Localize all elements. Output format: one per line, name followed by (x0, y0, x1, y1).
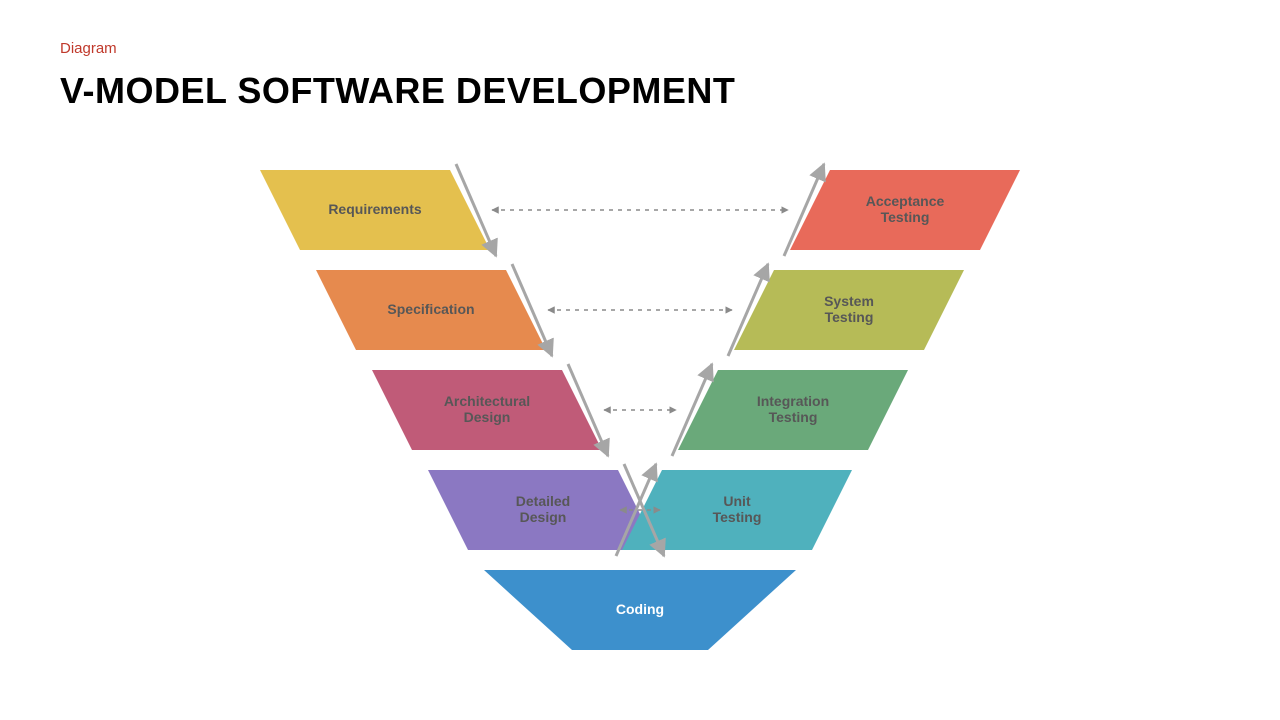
page-title: V-MODEL SOFTWARE DEVELOPMENT (60, 70, 735, 112)
bottom-label: Coding (616, 601, 664, 617)
right-label-1: SystemTesting (824, 293, 874, 325)
v-model-diagram: RequirementsAcceptanceTestingSpecificati… (0, 130, 1280, 710)
left-label-0: Requirements (328, 201, 422, 217)
subtitle: Diagram (60, 40, 117, 57)
left-label-1: Specification (387, 301, 474, 317)
left-label-3: DetailedDesign (516, 493, 570, 525)
page: Diagram V-MODEL SOFTWARE DEVELOPMENT Req… (0, 0, 1280, 720)
